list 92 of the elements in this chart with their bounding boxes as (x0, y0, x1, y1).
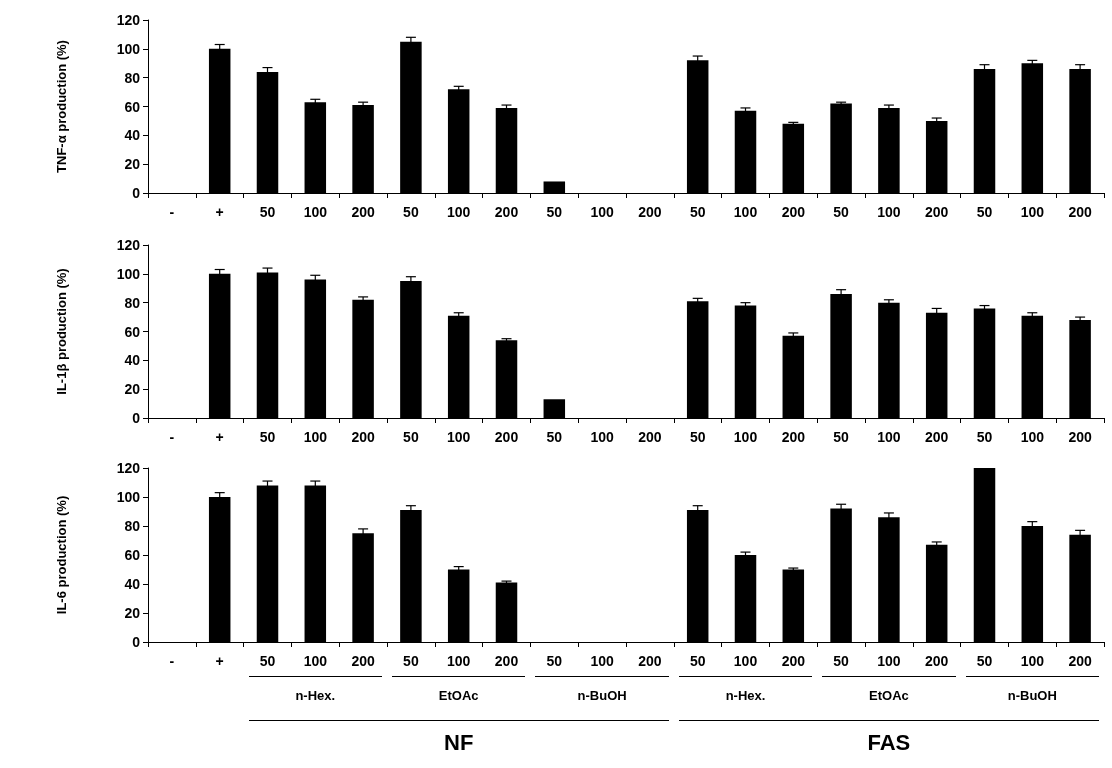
x-tick-label: 50 (976, 204, 993, 220)
x-tick-label: 200 (351, 429, 375, 445)
text: EtOAc (868, 688, 910, 703)
text: FAS (866, 730, 912, 756)
x-tick-label: 100 (1020, 653, 1045, 669)
x-tick-label: 200 (494, 204, 519, 220)
x-tick-label: 100 (877, 429, 901, 445)
x-tick-label: 200 (925, 653, 949, 669)
x-tick-label: 100 (590, 429, 614, 445)
y-tick-label: 0 (132, 185, 141, 201)
x-tick-label: 200 (351, 653, 375, 669)
x-tick-label: 200 (638, 653, 662, 669)
x-tick-label: 100 (877, 653, 901, 669)
y-tick-label: 20 (124, 156, 141, 173)
y-tick-label: 80 (124, 518, 141, 534)
x-tick-label: 50 (403, 653, 419, 669)
x-tick-label: 100 (447, 204, 471, 220)
y-axis-title: TNF-α production (%) (54, 40, 69, 173)
x-tick-label: 200 (781, 653, 806, 669)
x-tick-label: 100 (1020, 204, 1045, 220)
y-tick-label: 120 (116, 237, 141, 253)
y-axis-title: IL-1β production (%) (54, 268, 69, 395)
x-tick-label: + (215, 429, 224, 445)
x-tick-label: 100 (303, 653, 328, 669)
x-tick-label: 200 (494, 653, 519, 669)
x-tick-label: 200 (351, 204, 375, 220)
x-tick-label: 100 (733, 653, 758, 669)
y-tick-label: 80 (124, 294, 141, 311)
x-tick-label: 200 (1068, 653, 1092, 669)
x-tick-label: 50 (833, 429, 850, 445)
y-tick-label: 40 (124, 352, 141, 369)
y-tick-label: 0 (132, 634, 141, 650)
y-tick-label: 0 (132, 410, 141, 426)
x-tick-label: 200 (925, 204, 949, 220)
x-tick-label: 50 (259, 204, 276, 220)
x-tick-label: 50 (403, 429, 419, 445)
x-tick-label: - (169, 429, 175, 445)
y-tick-label: 60 (124, 323, 141, 340)
x-tick-label: 100 (733, 429, 758, 445)
x-tick-label: - (169, 653, 175, 669)
y-tick-label: 40 (124, 127, 141, 144)
y-tick-label: 80 (124, 69, 141, 86)
x-tick-label: 200 (781, 204, 806, 220)
x-tick-label: 50 (689, 204, 706, 220)
y-tick-label: 120 (116, 12, 141, 28)
y-tick-label: 100 (116, 489, 141, 505)
x-tick-label: 50 (976, 653, 993, 669)
text: n-Hex. (724, 688, 767, 703)
x-tick-label: 200 (925, 429, 949, 445)
text: n-Hex. (294, 688, 337, 703)
y-tick-label: 60 (124, 98, 141, 115)
x-tick-label: 50 (259, 429, 276, 445)
y-tick-label: 20 (124, 381, 141, 398)
x-tick-label: 100 (733, 204, 758, 220)
x-tick-label: 100 (590, 204, 614, 220)
x-tick-label: 100 (590, 653, 614, 669)
y-tick-label: 100 (116, 265, 141, 282)
x-tick-label: + (215, 653, 224, 669)
x-tick-label: 50 (259, 653, 276, 669)
text: n-BuOH (576, 688, 628, 703)
x-tick-label: + (215, 204, 224, 220)
x-tick-label: 50 (546, 653, 563, 669)
x-tick-label: 200 (781, 429, 806, 445)
y-tick-label: 120 (116, 460, 141, 476)
x-tick-label: 200 (638, 429, 662, 445)
x-tick-label: 200 (494, 429, 519, 445)
text: EtOAc (437, 688, 480, 703)
x-tick-label: 50 (976, 429, 993, 445)
y-tick-label: 60 (124, 547, 141, 563)
text: NF (443, 730, 475, 756)
y-tick-label: 40 (124, 576, 141, 592)
text: n-BuOH (1006, 688, 1058, 703)
x-tick-label: 100 (877, 204, 901, 220)
x-tick-label: 50 (546, 429, 563, 445)
x-tick-label: 100 (303, 429, 328, 445)
x-tick-label: 200 (1068, 204, 1092, 220)
x-tick-label: 50 (403, 204, 419, 220)
x-tick-label: 50 (689, 653, 706, 669)
y-tick-label: 100 (116, 40, 141, 57)
x-tick-label: 50 (689, 429, 706, 445)
x-tick-label: - (169, 204, 175, 220)
x-tick-label: 100 (447, 429, 471, 445)
y-axis-title: IL-6 production (%) (54, 495, 69, 615)
x-tick-label: 200 (1068, 429, 1092, 445)
x-tick-label: 100 (447, 653, 471, 669)
x-tick-label: 100 (303, 204, 328, 220)
x-tick-label: 100 (1020, 429, 1045, 445)
x-tick-label: 50 (833, 204, 850, 220)
x-tick-label: 200 (638, 204, 662, 220)
y-tick-label: 20 (124, 605, 141, 621)
x-tick-label: 50 (546, 204, 563, 220)
x-tick-label: 50 (833, 653, 850, 669)
